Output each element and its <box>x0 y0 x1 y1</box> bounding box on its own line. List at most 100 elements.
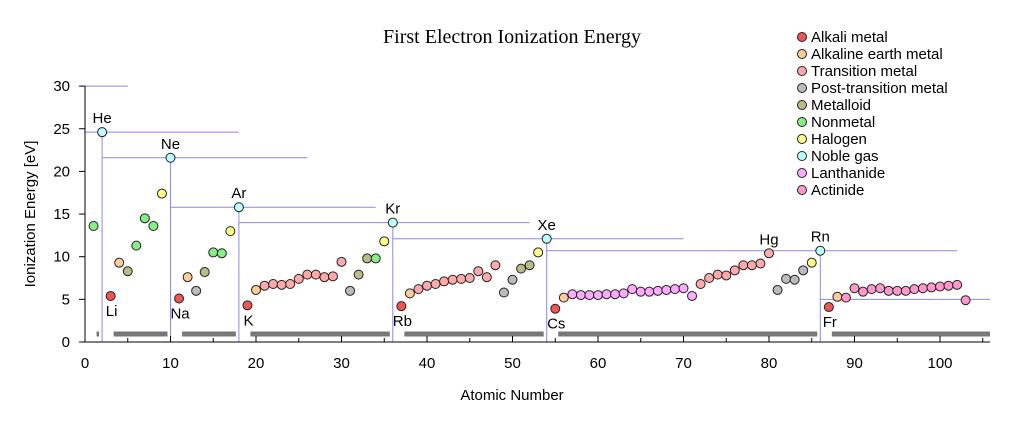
data-point <box>516 263 527 274</box>
data-point <box>584 290 595 301</box>
data-point <box>464 273 475 284</box>
y-tick-label: 30 <box>53 78 70 95</box>
point-label: Li <box>106 303 118 320</box>
x-tick-label: 70 <box>675 355 692 372</box>
data-point <box>712 269 723 280</box>
data-point <box>199 267 210 278</box>
legend-marker <box>797 117 807 127</box>
data-point <box>764 248 774 259</box>
x-tick-label: 90 <box>846 355 863 372</box>
data-point <box>695 278 706 289</box>
data-point <box>781 273 792 284</box>
data-point <box>293 273 304 284</box>
point-label: Xe <box>538 217 556 234</box>
point-label: He <box>93 110 112 127</box>
data-point <box>413 284 424 295</box>
data-point <box>550 303 561 314</box>
point-label: Ar <box>231 185 246 202</box>
data-point <box>618 288 629 299</box>
legend-marker <box>797 66 807 76</box>
point-label: Rn <box>811 229 830 246</box>
data-point <box>285 278 296 289</box>
data-point <box>302 269 313 280</box>
data-point <box>319 272 330 283</box>
data-point <box>806 257 817 268</box>
data-point <box>156 188 167 199</box>
data-point <box>883 285 894 296</box>
data-point <box>541 233 552 244</box>
data-point <box>498 287 509 298</box>
data-point <box>456 273 467 284</box>
data-point <box>327 271 338 282</box>
data-point <box>644 286 655 297</box>
legend-label: Halogen <box>811 131 867 148</box>
point-label: Rb <box>393 313 412 330</box>
data-point <box>943 280 954 291</box>
x-tick-label: 10 <box>162 355 179 372</box>
data-point <box>935 281 945 292</box>
data-point <box>507 274 518 285</box>
data-point <box>379 236 390 247</box>
data-point <box>447 274 458 285</box>
data-point <box>139 213 150 224</box>
x-tick-label: 80 <box>761 355 778 372</box>
data-point <box>866 284 877 295</box>
data-point <box>704 273 715 284</box>
data-point <box>242 300 253 311</box>
data-point <box>661 284 672 295</box>
data-point <box>687 290 698 301</box>
data-point <box>729 265 740 276</box>
data-point <box>738 260 749 271</box>
data-point <box>490 260 501 271</box>
legend-label: Alkali metal <box>811 29 888 46</box>
data-point <box>387 217 398 228</box>
y-tick-label: 5 <box>62 291 70 308</box>
point-label: Fr <box>823 314 837 331</box>
data-point <box>909 284 920 295</box>
data-point <box>396 301 407 312</box>
legend-marker <box>797 100 807 110</box>
data-point <box>917 283 928 294</box>
data-point <box>370 253 381 264</box>
x-tick-label: 20 <box>248 355 265 372</box>
data-point <box>439 276 450 287</box>
x-tick-label: 100 <box>927 355 952 372</box>
data-point <box>875 283 886 294</box>
y-tick-label: 15 <box>53 206 70 223</box>
data-point <box>840 292 851 303</box>
data-point <box>755 258 766 269</box>
y-tick-label: 0 <box>62 334 70 351</box>
point-label: Na <box>170 305 190 322</box>
data-point <box>926 282 937 293</box>
data-point <box>114 257 125 268</box>
data-point <box>191 285 202 296</box>
data-point <box>652 285 663 296</box>
x-tick-label: 50 <box>504 355 521 372</box>
data-point <box>789 274 800 285</box>
data-point <box>593 290 603 301</box>
data-point <box>481 272 492 283</box>
legend-marker <box>797 83 807 93</box>
chart-title: First Electron Ionization Energy <box>383 26 641 48</box>
data-point <box>225 226 236 237</box>
data-point <box>233 202 244 213</box>
data-point <box>575 290 586 301</box>
legend-marker <box>797 32 807 42</box>
data-point <box>815 245 826 256</box>
legend-marker <box>797 151 807 161</box>
data-point <box>97 127 108 138</box>
data-point <box>259 280 270 291</box>
data-point <box>567 289 578 300</box>
x-axis-label: Atomic Number <box>460 387 563 404</box>
data-point <box>182 272 193 283</box>
point-label: Hg <box>759 231 778 248</box>
legend-label: Post-transition metal <box>811 80 948 97</box>
data-point <box>362 253 373 264</box>
point-labels: He Li Ne Na Ar K Kr Rb Xe Cs Hg Rn Fr <box>93 110 837 333</box>
legend-marker <box>797 134 807 144</box>
data-point <box>148 220 159 231</box>
point-label: Cs <box>547 316 565 333</box>
legend-label: Lanthanide <box>811 165 885 182</box>
data-point <box>268 278 279 289</box>
